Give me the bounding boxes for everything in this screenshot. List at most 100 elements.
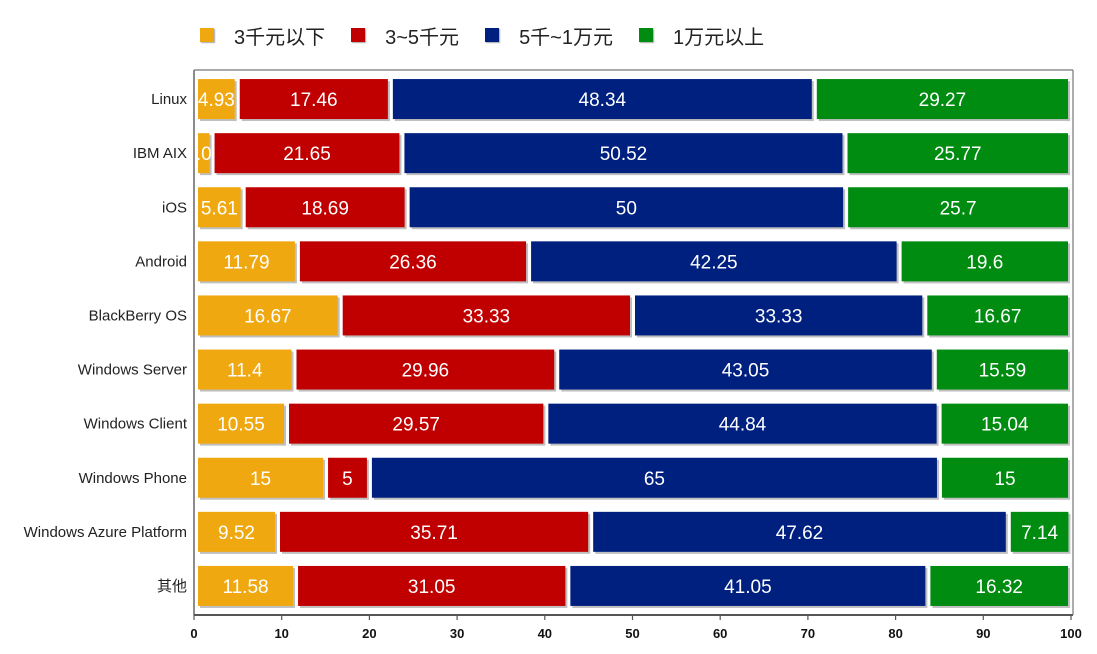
bar-value-label: 25.77 [934,144,982,165]
legend-swatch [200,28,214,42]
bar-segment [198,79,235,120]
bar-value-label: 35.71 [410,523,458,544]
bar-segment [927,295,1068,336]
x-tick-label: 0 [190,626,197,641]
bar-segment [198,457,324,498]
bar-value-label: 16.32 [975,577,1023,598]
bar-segment [328,457,367,498]
bar-segment [1010,511,1069,552]
bar-segment [296,349,555,390]
bar-segment [239,79,388,120]
bar-segment [198,403,285,444]
bar-value-label: 18.69 [301,198,349,219]
bar-value-label: 15.04 [981,415,1029,436]
bar-segment [941,403,1068,444]
x-tick-label: 30 [450,626,464,641]
bar-value-label: 44.84 [719,415,767,436]
x-tick-label: 100 [1060,626,1082,641]
bar-segment [279,511,589,552]
category-label: Android [135,253,187,270]
bar-value-label: 33.33 [463,306,511,327]
category-label: 其他 [157,578,187,595]
bar-segment [392,79,812,120]
category-label: Linux [151,91,187,108]
legend-swatch [639,28,653,42]
bar-value-label: 9.52 [218,523,255,544]
bar-segment [816,79,1068,120]
bar-value-label: 42.25 [690,252,738,273]
x-tick-label: 90 [976,626,990,641]
bar-value-label: 16.67 [974,306,1022,327]
bar-segment [198,241,295,282]
bar-value-label: 4.93 [198,90,235,111]
legend-swatch [351,28,366,42]
category-label: Windows Server [78,362,187,379]
legend-label: 5千~1万元 [519,26,613,49]
bar-segment [930,565,1068,606]
legend-item: 3~5千元 [351,21,459,50]
x-tick-label: 70 [801,626,815,641]
bar-value-label: 50.52 [600,144,648,165]
bar-segment [198,295,338,336]
bar-value-label: 47.62 [776,523,824,544]
bar-segment [941,457,1068,498]
bar-segment [198,187,241,228]
bar-segment [848,187,1068,228]
bar-value-label: 41.05 [724,577,772,598]
bar-value-label: 26.36 [389,252,437,273]
legend-item: 1万元以上 [639,21,764,50]
bar-value-label: 31.05 [408,577,456,598]
bar-segment [559,349,932,390]
bar-segment [298,565,566,606]
bar-value-label: 33.33 [755,306,803,327]
category-label: Windows Phone [79,470,187,487]
legend-item: 3千元以下 [200,21,325,50]
x-tick-label: 10 [274,626,288,641]
bar-segment [299,241,527,282]
bar-segment [214,133,400,174]
category-label: iOS [162,199,187,216]
bar-value-label: 29.27 [919,90,967,111]
bar-segment [245,187,405,228]
bar-segment [936,349,1068,390]
bar-segment [548,403,937,444]
bar-value-label: 19.6 [966,252,1003,273]
bar-segment [847,133,1068,174]
bar-value-label: 15 [250,469,271,490]
bar-value-label: 11.58 [222,577,268,598]
bar-segment [570,565,926,606]
bar-segment [198,133,210,174]
legend: 3千元以下 3~5千元 5千~1万元 1万元以上 [200,20,790,50]
bar-value-label: 15.59 [979,361,1027,382]
bar-value-label: 16.67 [244,306,292,327]
bar-value-label: 17.46 [290,90,338,111]
category-label: BlackBerry OS [89,307,187,324]
bar-value-label: 65 [644,469,665,490]
legend-label: 3~5千元 [385,26,460,49]
category-label: Windows Client [84,416,188,433]
category-label: IBM AIX [133,145,187,162]
bar-segment [198,565,294,606]
x-tick-label: 80 [888,626,902,641]
category-label: Windows Azure Platform [24,524,187,541]
bar-segment [289,403,544,444]
bar-value-label: 48.34 [579,90,627,111]
bar-value-label: 43.05 [722,361,770,382]
bar-value-label: 15 [994,469,1015,490]
x-tick-label: 20 [362,626,376,641]
bar-segment [342,295,630,336]
bar-value-label: 7.14 [1021,523,1058,544]
bar-segment [198,349,292,390]
bar-value-label: 11.79 [223,252,269,273]
bar-segment [404,133,843,174]
bars: 4.93 17.46 48.34 29.272.06 21.65 50.52 25.775.… [185,79,1071,608]
bar-segment [198,511,275,552]
bar-value-label: 29.96 [402,361,450,382]
bar-value-label: 29.57 [392,415,440,436]
bar-segment [635,295,923,336]
bar-segment [593,511,1006,552]
bar-value-label: 11.4 [227,361,263,382]
bar-value-label: 10.55 [217,415,265,436]
